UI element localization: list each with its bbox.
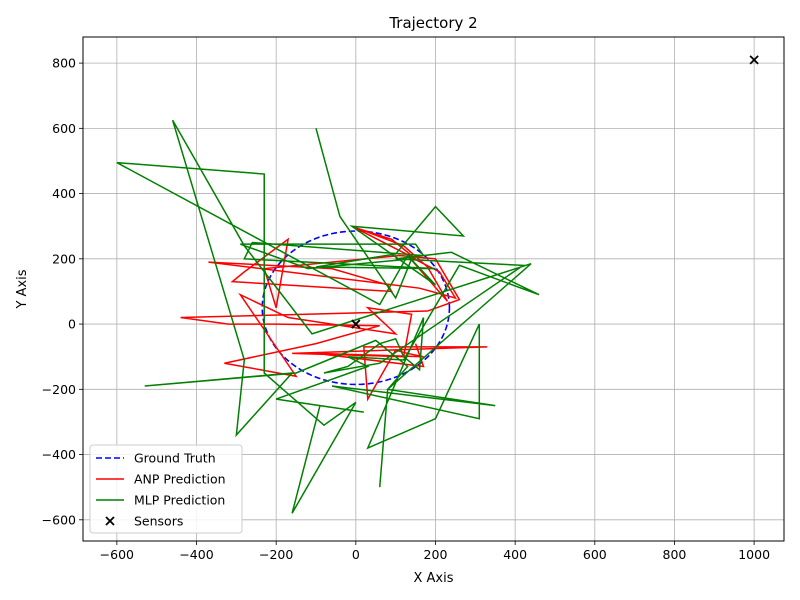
x-tick-label: 800 — [663, 547, 687, 562]
y-tick-label: 800 — [52, 56, 76, 71]
y-tick-label: 600 — [52, 121, 76, 136]
x-tick-label: 600 — [583, 547, 607, 562]
legend-label: MLP Prediction — [134, 493, 225, 508]
x-tick-label: −600 — [100, 547, 134, 562]
legend-entry: Ground Truth — [96, 451, 216, 466]
series-mlp-prediction — [116, 119, 540, 514]
y-tick-label: 200 — [52, 251, 76, 266]
x-tick-label: −200 — [259, 547, 293, 562]
sensor-marker — [351, 319, 361, 329]
y-tick-label: 400 — [52, 186, 76, 201]
y-ticks: −600 −400 −200 0 200 400 600 800 — [42, 56, 83, 527]
plot-frame — [82, 36, 785, 542]
legend-marker — [105, 516, 115, 526]
x-tick-label: 400 — [503, 547, 527, 562]
legend-label: Sensors — [134, 514, 183, 529]
x-ticks: −600 −400 −200 0 200 400 600 800 1000 — [100, 541, 770, 562]
legend-box — [89, 444, 243, 534]
x-tick-label: 0 — [352, 547, 360, 562]
series-layer — [116, 55, 759, 514]
legend-entry: MLP Prediction — [96, 493, 225, 508]
legend-label: Ground Truth — [134, 451, 216, 466]
series-ground-truth — [261, 230, 451, 386]
legend-label: ANP Prediction — [134, 472, 226, 487]
series-anp-prediction — [180, 225, 488, 402]
x-tick-label: 200 — [424, 547, 448, 562]
y-tick-label: −200 — [42, 382, 76, 397]
y-tick-label: 0 — [68, 317, 76, 332]
x-tick-label: −400 — [179, 547, 213, 562]
sensor-marker — [749, 55, 759, 65]
x-tick-label: 1000 — [738, 547, 770, 562]
legend-entry: ANP Prediction — [96, 472, 226, 487]
x-axis-label: X Axis — [413, 571, 453, 586]
y-tick-label: −600 — [42, 512, 76, 527]
y-tick-label: −400 — [42, 447, 76, 462]
legend-entry: Sensors — [105, 514, 183, 529]
chart-title: Trajectory 2 — [388, 14, 477, 32]
y-axis-label: Y Axis — [15, 269, 30, 309]
legend: Ground Truth ANP Prediction MLP Prediction… — [89, 444, 243, 534]
